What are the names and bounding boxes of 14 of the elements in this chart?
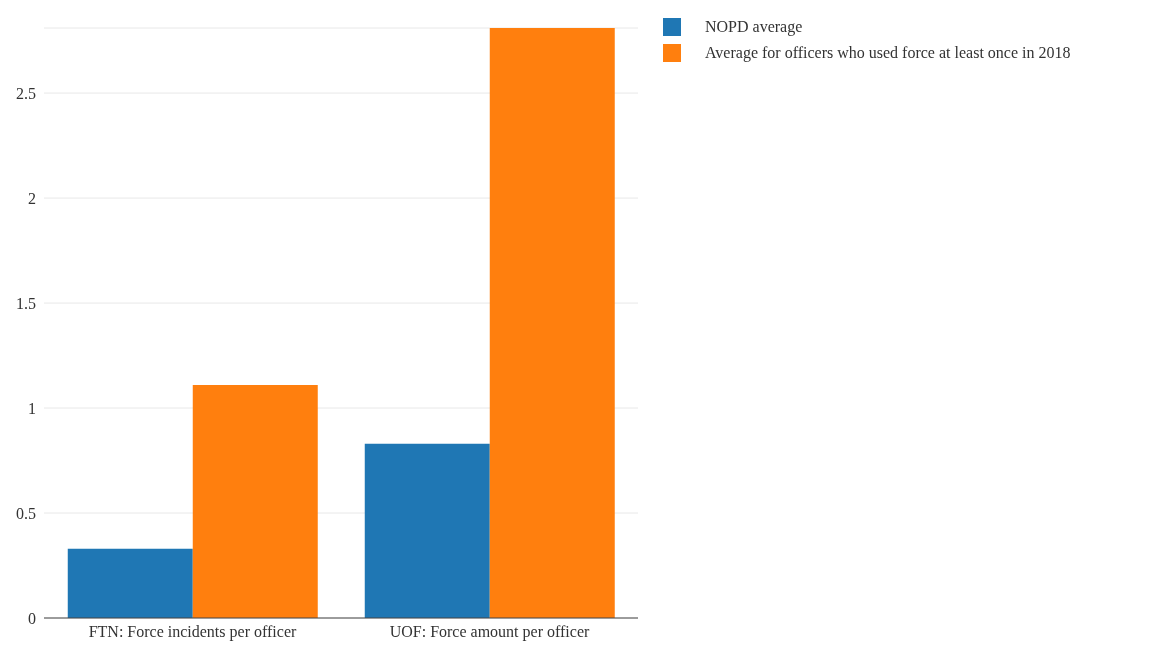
y-tick-label: 0: [28, 609, 36, 627]
y-tick-label: 2.5: [16, 84, 36, 102]
x-tick-label: FTN: Force incidents per officer: [88, 623, 297, 642]
y-tick-label: 0.5: [16, 504, 36, 522]
bar: [192, 384, 318, 618]
y-tick-label: 1.5: [16, 294, 36, 312]
legend-label: Average for officers who used force at least once in 2018: [705, 43, 1071, 64]
x-tick-label: UOF: Force amount per officer: [389, 623, 590, 642]
legend-label: NOPD average: [705, 17, 803, 38]
bar: [364, 443, 490, 618]
y-tick-label: 1: [28, 399, 36, 417]
y-tick-label: 2: [28, 189, 36, 207]
bar: [67, 548, 193, 618]
bar: [489, 28, 615, 618]
